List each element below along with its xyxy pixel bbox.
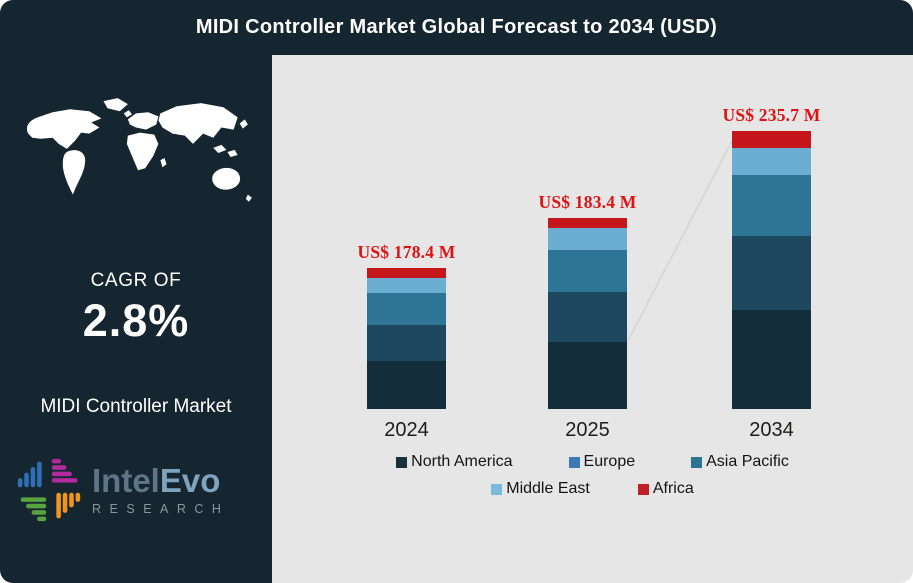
segment-europe xyxy=(367,325,446,361)
legend-item-europe: Europe xyxy=(568,453,636,471)
legend-label-middle-east: Middle East xyxy=(506,480,590,497)
title-bar: MIDI Controller Market Global Forecast t… xyxy=(0,0,913,55)
legend-item-africa: Africa xyxy=(637,480,694,498)
segment-middle-east xyxy=(548,228,627,250)
market-name: MIDI Controller Market xyxy=(40,396,232,417)
legend-row-2: Middle East Africa xyxy=(491,480,694,498)
legend-swatch-north-america xyxy=(396,456,408,468)
stacked-bar-2025 xyxy=(548,218,627,409)
world-map-icon xyxy=(26,98,252,202)
cagr-value: 2.8% xyxy=(82,295,190,346)
value-label-2034: US$ 235.7 M xyxy=(722,105,821,125)
stacked-bar-2034 xyxy=(732,131,811,409)
page-title: MIDI Controller Market Global Forecast t… xyxy=(195,16,718,38)
segment-north-america xyxy=(548,342,627,409)
value-label-2025: US$ 183.4 M xyxy=(538,192,637,212)
legend-label-asia-pacific: Asia Pacific xyxy=(706,453,789,470)
year-label-2034: 2034 xyxy=(749,419,794,441)
legend-swatch-africa xyxy=(637,483,649,495)
year-label-2024: 2024 xyxy=(384,419,429,441)
legend-label-europe: Europe xyxy=(583,453,636,470)
segment-middle-east xyxy=(732,148,811,175)
legend-swatch-middle-east xyxy=(491,483,503,495)
intelevo-logo-icon xyxy=(17,458,81,522)
segment-middle-east xyxy=(367,278,446,293)
segment-europe xyxy=(548,292,627,342)
cagr-label: CAGR OF xyxy=(90,270,182,291)
stacked-bar-2024 xyxy=(367,268,446,409)
logo-brand-secondary: Evo xyxy=(159,462,221,499)
legend-label-north-america: North America xyxy=(411,453,513,470)
legend-item-north-america: North America xyxy=(396,453,513,471)
value-label-2024: US$ 178.4 M xyxy=(357,242,456,262)
segment-asia-pacific xyxy=(548,250,627,292)
legend-swatch-europe xyxy=(568,456,580,468)
intelevo-logo: IntelEvo RESEARCH xyxy=(16,457,229,523)
segment-africa xyxy=(732,131,811,148)
segment-asia-pacific xyxy=(732,175,811,236)
legend-item-asia-pacific: Asia Pacific xyxy=(691,453,789,471)
sidebar: CAGR OF 2.8% MIDI Controller Market xyxy=(0,55,272,583)
year-label-2025: 2025 xyxy=(565,419,610,441)
segment-north-america xyxy=(367,361,446,409)
segment-europe xyxy=(732,236,811,310)
logo-text: IntelEvo RESEARCH xyxy=(92,464,229,516)
chart-legend: North America Europe Asia Pacific Middle… xyxy=(272,453,913,498)
logo-subtitle: RESEARCH xyxy=(92,502,230,516)
legend-row-1: North America Europe Asia Pacific xyxy=(396,453,789,471)
legend-label-africa: Africa xyxy=(652,480,694,497)
segment-africa xyxy=(548,218,627,228)
legend-item-middle-east: Middle East xyxy=(491,480,590,498)
logo-brand-name: IntelEvo xyxy=(92,464,229,497)
segment-asia-pacific xyxy=(367,293,446,325)
logo-brand-primary: Intel xyxy=(92,462,160,499)
segment-north-america xyxy=(732,310,811,409)
segment-africa xyxy=(367,268,446,278)
legend-swatch-asia-pacific xyxy=(691,456,703,468)
